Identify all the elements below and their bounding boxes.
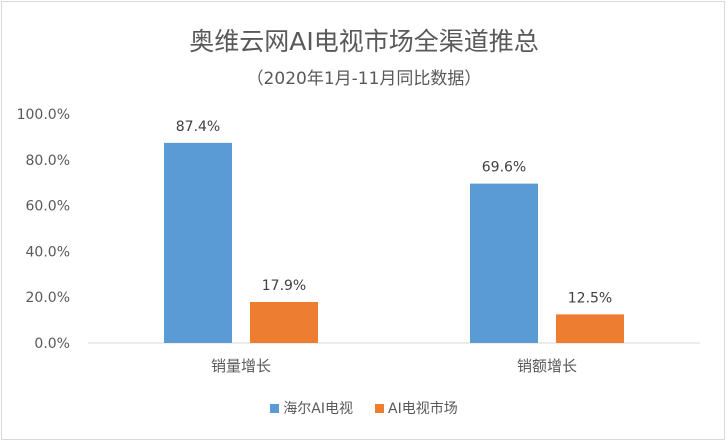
- legend-label-1: AI电视市场: [388, 401, 458, 417]
- data-label-1-1: 12.5%: [568, 290, 612, 306]
- data-label-0-0: 87.4%: [176, 119, 220, 135]
- chart-title: 奥维云网AI电视市场全渠道推总: [189, 27, 539, 56]
- legend-swatch-1: [375, 403, 384, 413]
- legend-swatch-0: [270, 403, 280, 413]
- bar-0-1: [470, 183, 538, 343]
- y-tick-label: 0.0%: [34, 336, 70, 352]
- x-tick-label: 销额增长: [517, 357, 577, 375]
- legend-label-0: 海尔AI电视: [283, 401, 353, 417]
- y-tick-label: 100.0%: [17, 107, 70, 123]
- y-tick-label: 60.0%: [26, 199, 70, 215]
- legend-item-1: AI电视市场: [375, 398, 458, 418]
- bar-1-1: [556, 314, 624, 343]
- chart-legend: 海尔AI电视 AI电视市场: [0, 398, 728, 418]
- y-tick-label: 80.0%: [26, 153, 70, 169]
- data-label-0-1: 69.6%: [482, 160, 526, 176]
- data-label-1-0: 17.9%: [262, 278, 306, 294]
- bar-1-0: [250, 302, 318, 343]
- y-tick-label: 20.0%: [26, 290, 70, 306]
- x-tick-label: 销量增长: [211, 357, 271, 375]
- legend-item-0: 海尔AI电视: [270, 398, 353, 418]
- y-tick-label: 40.0%: [26, 244, 70, 260]
- chart-subtitle: （2020年1月-11月同比数据）: [246, 69, 482, 89]
- bar-0-0: [164, 142, 232, 343]
